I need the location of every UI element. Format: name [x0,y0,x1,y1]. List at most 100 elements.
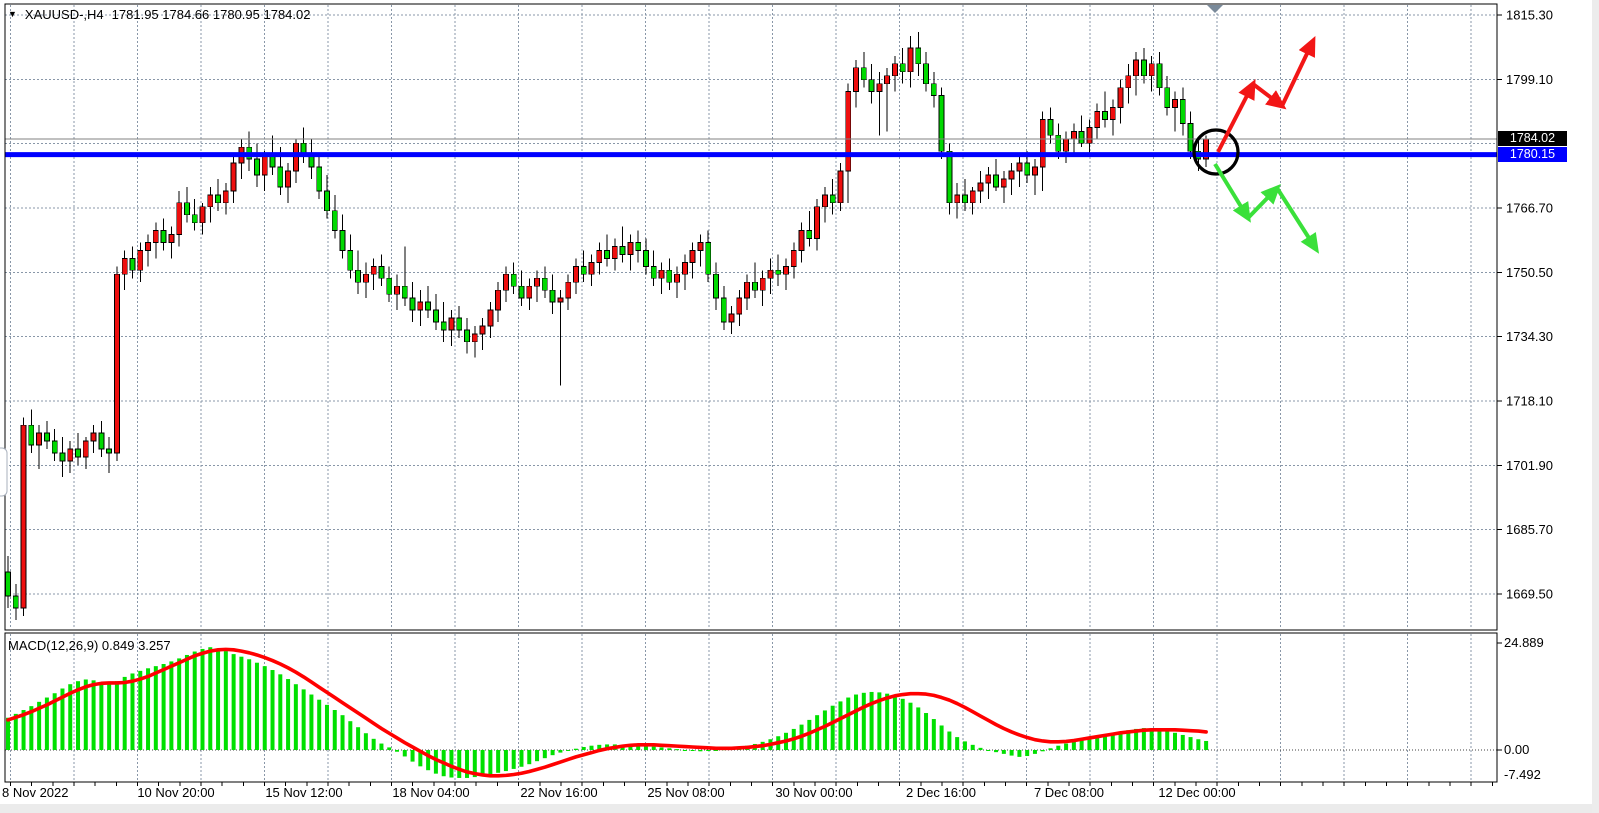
candle-body [681,261,688,275]
candle-body [199,206,206,224]
price-axis[interactable]: 1815.30 1799.10 1766.70 1750.50 1734.30 1718.… [1497,8,1553,602]
price-axis-label: 1718.10 [1506,393,1553,408]
candle-body [487,309,494,327]
time-axis[interactable]: 8 Nov 2022 10 Nov 20:00 15 Nov 12:00 18 Nov… [2,782,1493,800]
candle-body [145,242,151,251]
time-axis-label: 10 Nov 20:00 [137,785,214,800]
macd-histogram-bar [200,648,205,750]
candle-body [946,150,953,204]
macd-histogram-bar [713,750,718,751]
candle-body [611,246,618,259]
candle-body [339,230,346,251]
candle-body [503,273,509,291]
macd-histogram-bar [29,706,34,750]
candle-body [82,440,89,458]
bullish-scenario-arrow[interactable] [1280,35,1316,107]
macd-histogram-bar [1110,732,1115,750]
macd-histogram-bar [900,698,905,750]
macd-histogram-bar [449,750,454,778]
candle-body [1086,126,1093,144]
macd-histogram-bar [643,745,648,750]
candle-body [666,269,673,283]
candle-body [783,265,789,275]
macd-histogram-bar [519,750,524,767]
macd-histogram-bar [138,670,143,750]
macd-histogram-bar [877,692,882,750]
macd-axis[interactable]: 24.889 0.00 -7.492 [1497,635,1544,782]
macd-signal-line [6,647,1208,778]
candle-body [588,261,595,275]
candle-body [713,273,719,299]
candle-body [316,166,323,192]
candle-body [1102,111,1108,120]
candle-body [106,448,113,454]
time-axis-label: 25 Nov 08:00 [647,785,724,800]
macd-histogram-bar [667,748,672,750]
macd-histogram-bar [1025,750,1030,757]
candle-body [20,424,27,609]
candle-body [1148,63,1155,77]
macd-histogram-bar [410,750,415,762]
macd-histogram-bar [465,750,470,778]
macd-histogram-bar [1079,739,1084,750]
time-axis-label: 30 Nov 00:00 [775,785,852,800]
bottom-margin [0,804,1599,813]
chart-shift-marker-icon [1207,5,1223,13]
macd-histogram-bar [916,707,921,750]
symbol-dropdown-icon[interactable]: ▼ [8,9,17,19]
macd-histogram-bar [6,717,10,750]
macd-histogram-bar [192,651,197,750]
macd-histogram-bar [348,721,353,750]
candle-body [534,277,540,287]
macd-histogram-bar [184,654,189,750]
macd-histogram-bar [216,648,221,750]
bullish-scenario-arrow[interactable] [1216,79,1256,153]
bearish-scenario-arrow[interactable] [1246,183,1281,220]
candle-body [324,190,330,212]
candle-body [915,47,922,65]
candle-body [635,242,642,251]
macd-histogram-bar [955,737,960,750]
candle-body [394,285,400,295]
macd-histogram-bar [1071,741,1076,750]
macd-histogram-bar [68,684,73,750]
macd-histogram-bar [177,658,182,750]
candle-body [1133,59,1139,77]
candle-body [759,277,766,291]
candle-body [44,432,50,442]
bullish-scenario-arrow[interactable] [1251,82,1287,110]
macd-histogram-bar [301,689,306,750]
highlight-circle[interactable] [1192,128,1240,176]
candle-body [822,194,828,208]
macd-histogram-bar [418,750,423,767]
bearish-scenario-arrow[interactable] [1213,162,1251,223]
macd-histogram-bar [931,719,936,750]
candle-body [75,448,81,458]
candle-body [526,285,533,299]
candle-body [222,190,229,204]
candle-body [386,277,393,295]
macd-histogram-bar [1064,743,1069,750]
macd-histogram-bar [169,661,174,750]
symbol-info[interactable]: ▼ XAUUSD-,H4 1781.95 1784.66 1780.95 178… [8,7,310,22]
candle-body [1024,162,1031,176]
left-edge-scroll-tab[interactable] [0,447,8,497]
macd-histogram-bar [986,750,991,751]
candle-body [261,154,268,176]
candle-body [697,242,704,251]
candle-body [36,432,43,446]
line-price-box[interactable]: 1780.15 [1498,147,1567,162]
candle-body [573,265,579,283]
candle-body [1117,87,1124,108]
macd-histogram-bar [939,725,944,750]
bearish-scenario-arrow[interactable] [1275,186,1320,254]
candle-body [658,269,665,279]
macd-histogram-bar [21,710,26,750]
candle-body [985,174,992,184]
bid-price-box: 1784.02 [1498,131,1567,146]
candle-body [378,265,385,279]
macd-histogram-bar [317,699,322,750]
macd-histogram-bar [1141,728,1146,750]
